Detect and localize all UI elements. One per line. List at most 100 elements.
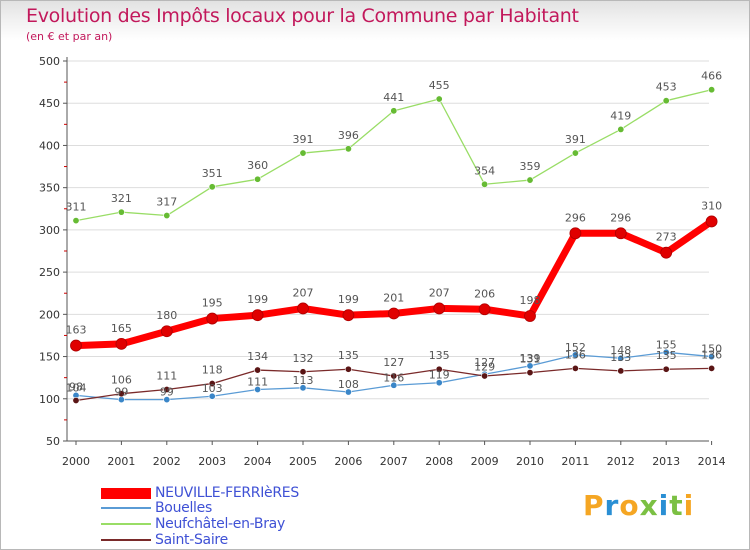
data-point-neufchatel-en-bray: [117, 208, 125, 216]
data-label-neufchatel-en-bray: 351: [202, 167, 223, 180]
data-point-neufchatel-en-bray: [662, 97, 670, 105]
data-point-neuville-ferrieres: [206, 312, 219, 325]
data-point-neufchatel-en-bray: [208, 183, 216, 191]
data-point-saint-saire: [254, 366, 262, 374]
logo-letter: i: [658, 489, 670, 522]
data-label-neuville-ferrieres: 273: [656, 231, 677, 244]
y-tick-label: 350: [39, 182, 60, 195]
chart-title: Evolution des Impôts locaux pour la Comm…: [26, 5, 579, 27]
data-label-saint-saire: 111: [156, 369, 177, 382]
x-tick-label: 2010: [516, 455, 544, 468]
data-label-bouelles: 119: [429, 369, 450, 382]
data-point-neuville-ferrieres: [297, 302, 309, 315]
data-label-bouelles: 150: [701, 343, 722, 356]
data-point-neufchatel-en-bray: [344, 145, 352, 153]
data-point-neufchatel-en-bray: [299, 149, 307, 157]
data-label-bouelles: 148: [610, 344, 631, 357]
data-label-neuville-ferrieres: 199: [338, 293, 359, 306]
data-label-bouelles: 155: [656, 338, 677, 351]
data-label-neufchatel-en-bray: 359: [520, 160, 541, 173]
data-point-neuville-ferrieres: [160, 325, 173, 338]
data-point-bouelles: [254, 385, 262, 393]
data-point-neuville-ferrieres: [705, 215, 718, 228]
y-tick-label: 450: [39, 97, 60, 110]
data-label-bouelles: 129: [474, 360, 495, 373]
data-label-bouelles: 152: [565, 341, 586, 354]
data-point-bouelles: [662, 348, 670, 356]
legend-swatch-neufchatel-en-bray: [101, 523, 151, 525]
y-tick-label: 250: [39, 266, 60, 279]
data-label-saint-saire: 131: [520, 353, 541, 366]
data-label-saint-saire: 133: [610, 351, 631, 364]
x-tick-label: 2013: [652, 455, 680, 468]
data-point-saint-saire: [435, 365, 443, 373]
data-label-neufchatel-en-bray: 466: [701, 70, 722, 83]
x-tick-label: 2014: [698, 455, 726, 468]
data-label-neufchatel-en-bray: 321: [111, 192, 132, 205]
y-tick-label: 50: [46, 435, 60, 448]
data-point-saint-saire: [344, 365, 352, 373]
x-tick-label: 2012: [607, 455, 635, 468]
data-label-neufchatel-en-bray: 311: [66, 201, 87, 214]
logo-letter: o: [619, 489, 640, 522]
data-label-neuville-ferrieres: 201: [383, 291, 404, 304]
data-label-neuville-ferrieres: 310: [701, 199, 722, 212]
data-label-bouelles: 108: [338, 378, 359, 391]
data-point-neuville-ferrieres: [342, 309, 355, 322]
y-tick-label: 200: [39, 308, 60, 321]
logo-letter: i: [683, 489, 695, 522]
data-label-bouelles: 111: [247, 375, 268, 388]
chart-subtitle: (en € et par an): [26, 30, 113, 43]
data-label-neufchatel-en-bray: 360: [247, 159, 268, 172]
legend-swatch-saint-saire: [101, 539, 151, 541]
data-label-bouelles: 113: [293, 374, 314, 387]
data-label-saint-saire: 136: [701, 348, 722, 361]
data-point-bouelles: [163, 396, 171, 404]
data-point-neufchatel-en-bray: [390, 107, 398, 115]
data-point-neuville-ferrieres: [569, 227, 582, 240]
data-point-neuville-ferrieres: [70, 339, 82, 352]
y-tick-label: 100: [39, 393, 60, 406]
data-label-neuville-ferrieres: 207: [293, 286, 314, 299]
data-point-bouelles: [390, 381, 398, 389]
data-point-saint-saire: [299, 368, 307, 376]
data-point-neufchatel-en-bray: [163, 212, 171, 220]
x-tick-label: 2000: [62, 455, 90, 468]
data-label-neufchatel-en-bray: 317: [156, 196, 177, 209]
data-label-saint-saire: 136: [565, 348, 586, 361]
legend-label-saint-saire: Saint-Saire: [155, 532, 228, 548]
data-point-saint-saire: [208, 380, 216, 388]
data-label-saint-saire: 127: [474, 356, 495, 369]
data-label-saint-saire: 135: [429, 349, 450, 362]
data-label-neuville-ferrieres: 198: [520, 294, 541, 307]
data-point-bouelles: [435, 379, 443, 387]
data-label-bouelles: 99: [114, 386, 128, 399]
proxiti-logo[interactable]: Proxiti: [583, 489, 694, 522]
x-tick-label: 2006: [334, 455, 362, 468]
data-label-neuville-ferrieres: 163: [66, 324, 87, 337]
data-point-neuville-ferrieres: [387, 307, 400, 320]
data-point-saint-saire: [708, 364, 716, 372]
data-label-neufchatel-en-bray: 455: [429, 79, 450, 92]
data-point-neufchatel-en-bray: [254, 175, 262, 183]
data-point-neuville-ferrieres: [614, 227, 627, 240]
y-tick-label: 150: [39, 351, 60, 364]
data-label-neuville-ferrieres: 296: [610, 211, 631, 224]
legend-label-neufchatel-en-bray: Neufchâtel-en-Bray: [155, 516, 285, 532]
data-point-saint-saire: [617, 367, 625, 375]
logo-letter: t: [669, 489, 684, 522]
data-label-saint-saire: 118: [202, 364, 223, 377]
data-point-bouelles: [708, 353, 716, 361]
logo-letter: x: [639, 489, 659, 522]
y-tick-label: 500: [39, 55, 60, 68]
x-tick-label: 2001: [107, 455, 135, 468]
data-label-bouelles: 104: [66, 381, 87, 394]
data-label-neuville-ferrieres: 206: [474, 287, 495, 300]
data-point-bouelles: [526, 362, 534, 370]
data-label-saint-saire: 132: [293, 352, 314, 365]
data-label-saint-saire: 134: [247, 350, 268, 363]
data-point-neufchatel-en-bray: [617, 125, 625, 133]
data-point-saint-saire: [390, 372, 398, 380]
